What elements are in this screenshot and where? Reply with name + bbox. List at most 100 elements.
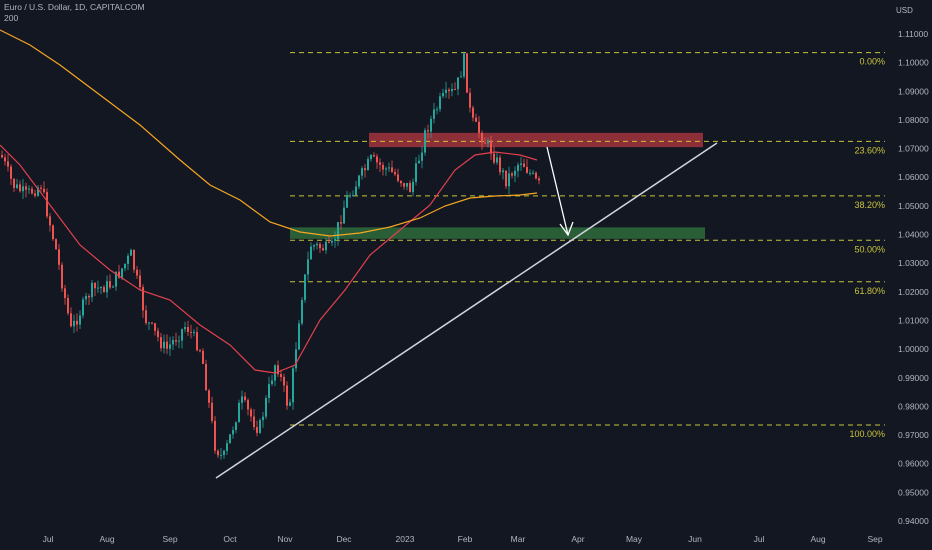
y-tick-label: 1.00000 (898, 344, 929, 354)
candle-body (523, 163, 525, 168)
y-tick-label: 0.97000 (898, 430, 929, 440)
candle-body (31, 188, 33, 194)
candle-body (310, 246, 312, 260)
x-tick-label: Jul (754, 534, 765, 544)
candle-body (34, 193, 36, 196)
candle-body (460, 76, 462, 78)
candle-body (79, 315, 81, 325)
candle-body (304, 274, 306, 300)
candle-body (118, 271, 120, 278)
candle-body (361, 168, 363, 176)
candle-body (19, 184, 21, 192)
x-tick-label: Sep (162, 534, 177, 544)
candle-body (16, 184, 18, 188)
candle-body (112, 286, 114, 288)
candle-body (307, 259, 309, 275)
candle-body (280, 374, 282, 377)
candle-body (256, 427, 258, 433)
candle-body (148, 322, 150, 324)
candle-body (64, 288, 66, 298)
candle-body (535, 172, 537, 179)
moving-average-short (0, 144, 538, 374)
candle-body (133, 249, 135, 270)
candle-body (409, 182, 411, 193)
candle-body (124, 263, 126, 269)
candle-body (43, 188, 45, 193)
candle-body (328, 241, 330, 243)
candle-body (229, 434, 231, 444)
candle-body (166, 341, 168, 349)
candle-body (25, 186, 27, 190)
candle-body (448, 89, 450, 92)
candle-body (238, 402, 240, 423)
candle-body (454, 89, 456, 91)
x-tick-label: Sep (867, 534, 882, 544)
candle-body (379, 162, 381, 165)
x-tick-label: 2023 (396, 534, 415, 544)
candle-body (232, 430, 234, 435)
candle-body (469, 92, 471, 108)
candle-body (205, 363, 207, 391)
candle-body (352, 195, 354, 197)
candle-body (376, 156, 378, 163)
candle-body (529, 172, 531, 174)
candle-body (499, 157, 501, 173)
candle-body (55, 239, 57, 250)
candle-body (220, 455, 222, 457)
y-tick-label: 1.01000 (898, 315, 929, 325)
candle-body (514, 170, 516, 176)
y-tick-label: 1.10000 (898, 58, 929, 68)
candle-body (487, 140, 489, 144)
candle-body (154, 323, 156, 331)
candle-body (295, 349, 297, 369)
x-tick-label: Aug (810, 534, 825, 544)
candle-body (346, 195, 348, 208)
candle-body (445, 89, 447, 93)
candle-body (418, 160, 420, 164)
candle-body (358, 175, 360, 187)
candle-body (340, 222, 342, 224)
candle-body (181, 329, 183, 341)
candle-body (289, 402, 291, 406)
x-tick-label: Jul (43, 534, 54, 544)
x-tick-label: Aug (99, 534, 114, 544)
candle-body (271, 380, 273, 385)
y-tick-label: 1.06000 (898, 172, 929, 182)
candle-body (199, 350, 201, 352)
candle-body (508, 173, 510, 187)
candle-body (403, 183, 405, 187)
candle-body (127, 255, 129, 264)
candle-body (196, 332, 198, 351)
candle-body (286, 385, 288, 406)
candle-body (397, 174, 399, 181)
candle-body (58, 249, 60, 265)
trendline (215, 142, 718, 479)
candle-body (439, 96, 441, 110)
candle-body (388, 167, 390, 169)
candle-body (334, 239, 336, 241)
candle-body (136, 269, 138, 276)
candle-body (436, 109, 438, 111)
candle-body (211, 402, 213, 421)
candle-body (10, 166, 12, 179)
candle-body (412, 181, 414, 193)
fib-level-label: 0.00% (859, 57, 885, 67)
candle-body (151, 322, 153, 324)
candle-body (49, 216, 51, 226)
candle-body (433, 109, 435, 119)
y-tick-label: 1.11000 (898, 29, 928, 39)
fib-level-label: 23.60% (854, 145, 885, 155)
candle-body (265, 398, 267, 417)
candle-body (292, 368, 294, 403)
candle-body (484, 142, 486, 144)
x-tick-label: Dec (336, 534, 352, 544)
candle-body (400, 180, 402, 184)
candle-body (475, 117, 477, 122)
candle-body (490, 140, 492, 154)
y-tick-label: 1.08000 (898, 115, 929, 125)
candle-body (298, 323, 300, 350)
candle-body (73, 320, 75, 327)
candle-body (457, 77, 459, 90)
fib-level-label: 50.00% (854, 244, 885, 254)
